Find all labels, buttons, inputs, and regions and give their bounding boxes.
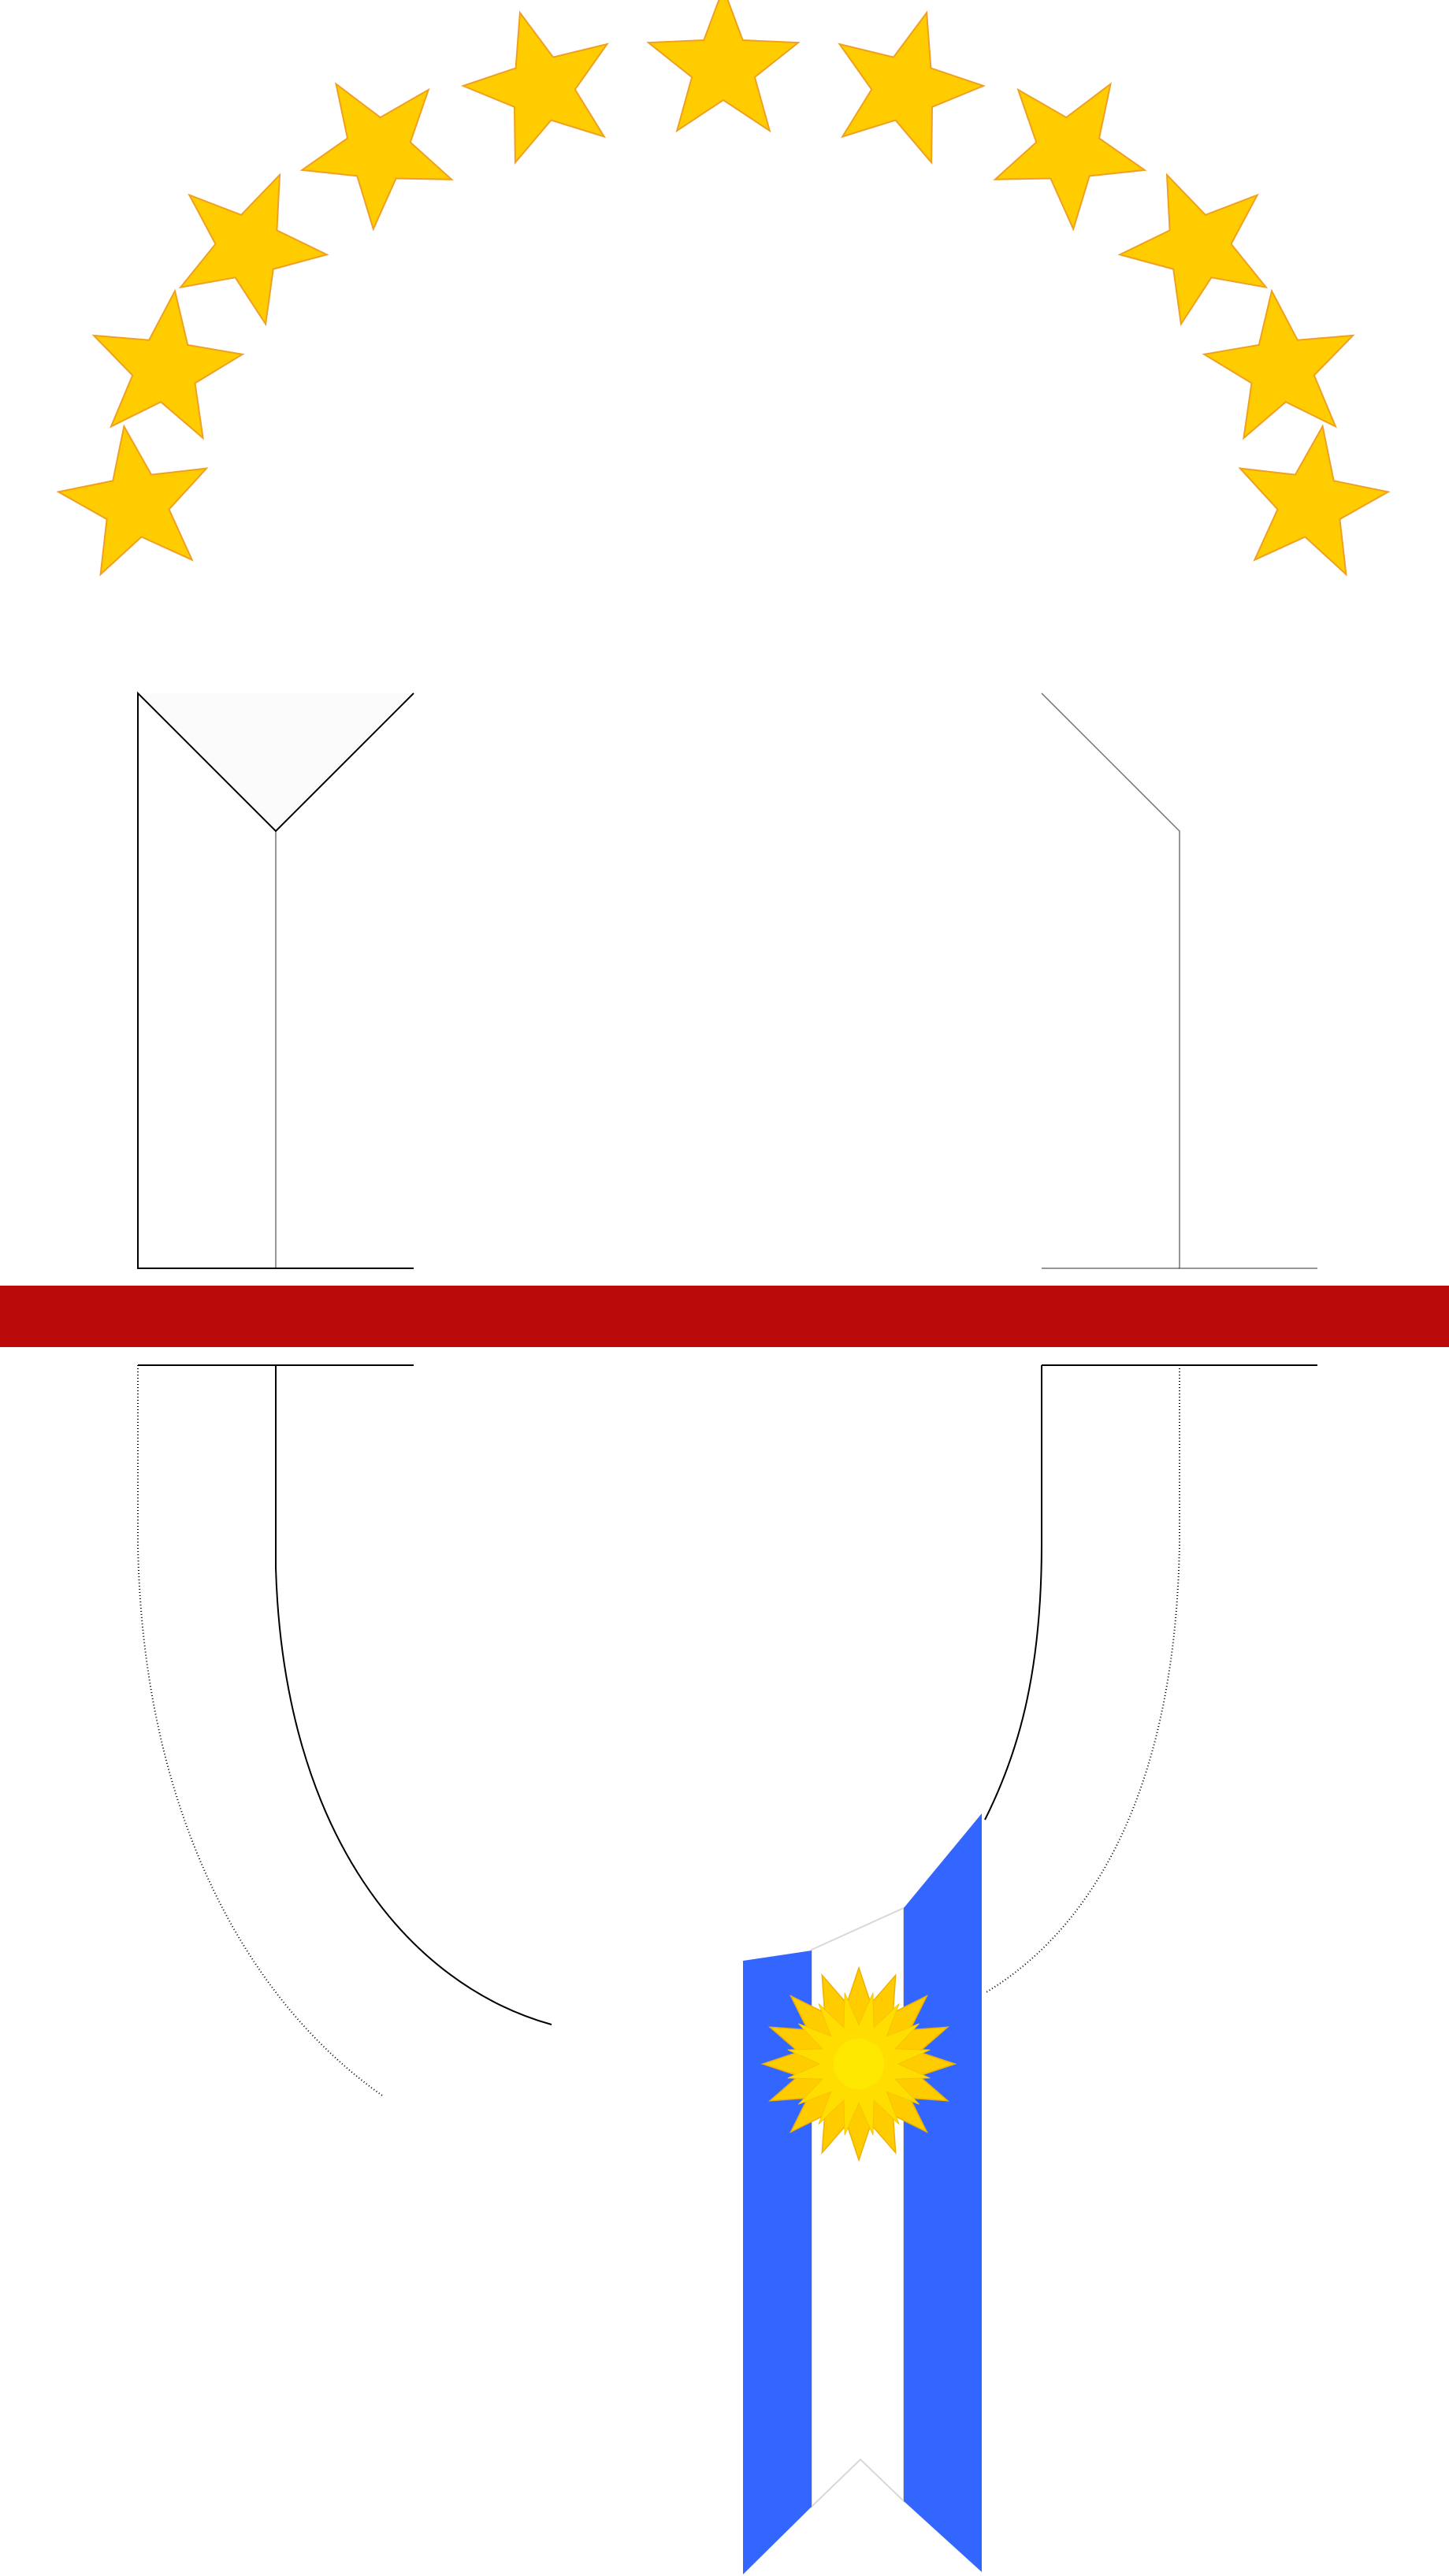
- letter-lower-left-outer-curve: [137, 1365, 383, 2096]
- letter-upper-right: [1041, 692, 1317, 1269]
- letter-upper-right-outline: [1041, 692, 1317, 1269]
- letter-upper-left-notch: [138, 693, 414, 831]
- star-icon: [178, 173, 329, 327]
- star-icon: [1117, 173, 1269, 327]
- star-icon: [1202, 288, 1355, 440]
- star-arc: [56, 0, 1391, 577]
- ribbon: [743, 1813, 982, 2574]
- letter-lower-right-outer-curve: [984, 1365, 1180, 1994]
- star-icon: [299, 82, 454, 232]
- red-band: [0, 1286, 1449, 1347]
- star-icon: [1238, 424, 1391, 577]
- star-icon: [460, 10, 609, 165]
- ribbon-right-stripe: [904, 1813, 982, 2572]
- letter-lower-u: [137, 1364, 1317, 2096]
- letter-upper-left-outline: [137, 691, 414, 1269]
- star-icon: [993, 82, 1147, 232]
- star-icon: [56, 424, 209, 577]
- ribbon-left-stripe: [743, 1951, 812, 2574]
- star-icon: [838, 10, 986, 165]
- star-icon: [91, 288, 245, 440]
- sun-of-may: [760, 1965, 957, 2162]
- letter-lower-right-inner-curve: [984, 1365, 1042, 1821]
- letter-lower-left-inner-curve: [275, 1365, 552, 2025]
- sun-core: [834, 2039, 884, 2089]
- letter-upper-left: [137, 691, 414, 1269]
- star-icon: [646, 0, 801, 133]
